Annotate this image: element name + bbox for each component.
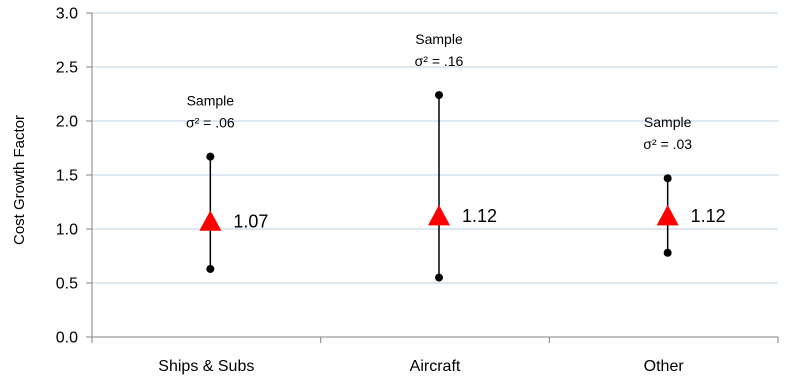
range-high-point (435, 91, 443, 100)
mean-label: 1.12 (691, 206, 726, 226)
y-axis-label: Cost Growth Factor (11, 115, 28, 245)
y-tick-label: 1.5 (56, 168, 78, 185)
annotation-variance: σ² = .06 (186, 115, 235, 131)
y-tick-label: 0.0 (56, 330, 78, 347)
range-bars (206, 91, 672, 282)
x-tick-label: Aircraft (410, 358, 461, 375)
y-tick-label: 2.0 (56, 114, 78, 131)
annotation-sample: Sample (415, 31, 463, 47)
annotation-variance: σ² = .16 (415, 53, 464, 69)
annotation-variance: σ² = .03 (643, 136, 692, 152)
variance-annotations: Sample σ² = .06 Sample σ² = .16 Sample σ² = .… (186, 31, 692, 152)
mean-marker (199, 210, 222, 231)
x-tick-label: Ships & Subs (158, 358, 254, 375)
y-tick-label: 2.5 (56, 60, 78, 77)
axes (86, 12, 779, 343)
range-low-point (663, 248, 672, 257)
mean-marker (656, 205, 679, 226)
mean-label: 1.12 (462, 206, 497, 226)
y-tick-label: 1.0 (56, 222, 78, 239)
mean-label: 1.07 (233, 211, 268, 231)
y-tick-labels: 0.0 0.5 1.0 1.5 2.0 2.5 3.0 (56, 6, 78, 347)
range-high-point (206, 152, 215, 161)
range-low-point (435, 273, 443, 282)
y-tick-label: 0.5 (56, 276, 78, 293)
range-low-point (206, 264, 215, 273)
range-high-point (663, 174, 672, 183)
x-tick-labels: Ships & Subs Aircraft Other (158, 358, 684, 375)
annotation-sample: Sample (187, 93, 235, 109)
x-tick-label: Other (644, 358, 685, 375)
mean-markers: 1.07 1.12 1.12 (199, 205, 726, 231)
mean-marker (428, 205, 450, 226)
y-tick-label: 3.0 (56, 6, 78, 23)
annotation-sample: Sample (644, 114, 692, 130)
